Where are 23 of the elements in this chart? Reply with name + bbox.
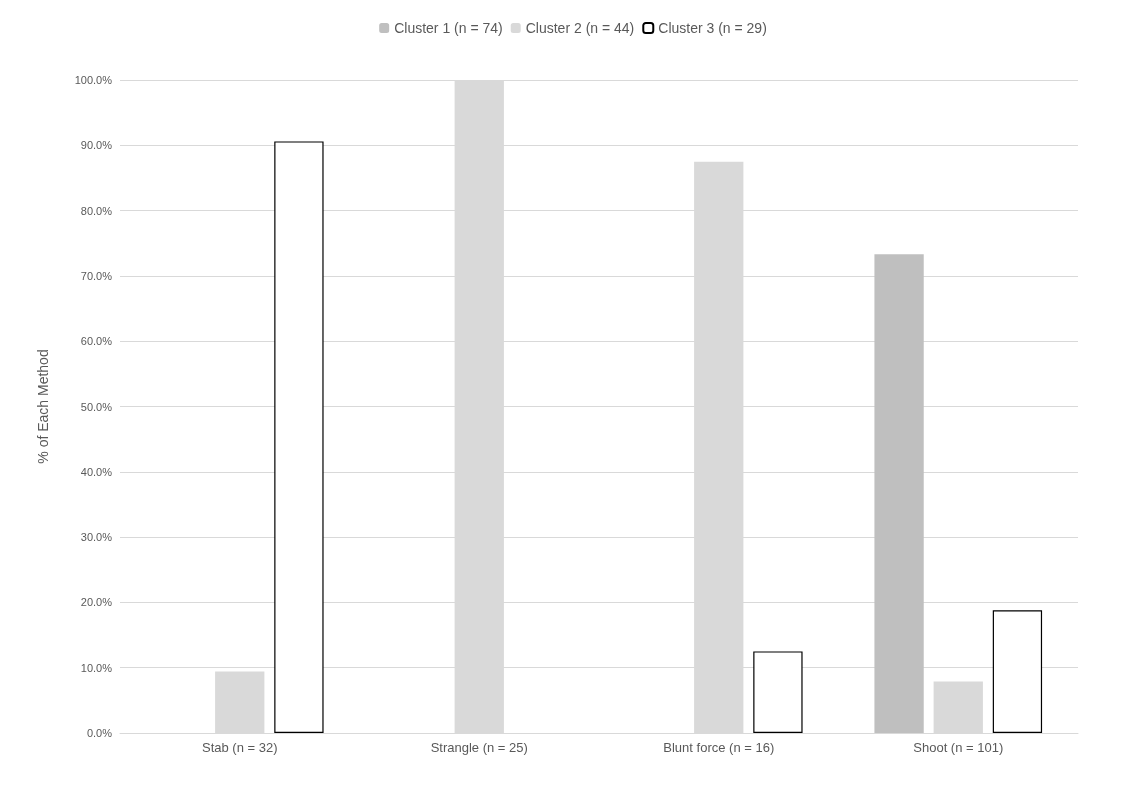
y-tick-label: 40.0% [80,465,113,478]
x-tick-label: Stab (n = 32) [201,740,278,755]
legend-label: Cluster 1 (n = 74) [394,20,503,36]
legend-label: Cluster 3 (n = 29) [658,20,767,36]
bar [274,141,324,733]
y-tick-label: 60.0% [80,335,113,348]
y-tick-label: 30.0% [80,531,113,544]
y-tick-label: 10.0% [80,661,113,674]
bar [992,610,1043,733]
x-tick-label: Shoot (n = 101) [913,740,1004,755]
bar [874,254,924,733]
y-tick-label: 100.0% [74,74,113,86]
x-tick-label: Strangle (n = 25) [430,740,528,755]
y-tick-label: 20.0% [80,596,113,609]
x-tick-label: Blunt force (n = 16) [663,740,775,755]
y-tick-label: 90.0% [80,139,113,152]
y-tick-label: 80.0% [80,204,113,217]
y-tick-label: 50.0% [80,400,113,413]
legend-label: Cluster 2 (n = 44) [525,20,635,36]
y-tick-label: 0.0% [86,727,113,739]
bar [753,651,803,733]
y-axis-title: % of Each Method [35,349,51,464]
y-tick-label: 70.0% [80,269,113,282]
